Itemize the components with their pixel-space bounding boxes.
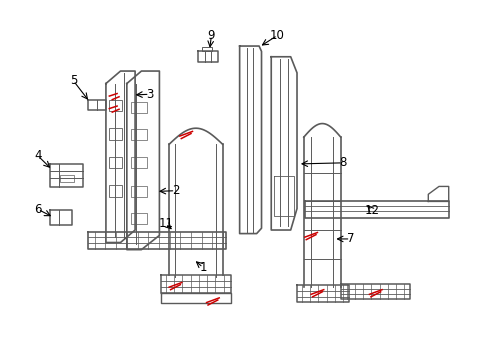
Text: 9: 9 bbox=[207, 29, 215, 42]
Bar bbox=[131, 186, 146, 197]
Bar bbox=[131, 157, 146, 168]
Bar bbox=[109, 128, 122, 140]
Bar bbox=[131, 129, 146, 140]
Bar bbox=[109, 100, 122, 111]
Text: 4: 4 bbox=[34, 149, 41, 162]
Text: 5: 5 bbox=[69, 74, 77, 87]
Text: 2: 2 bbox=[171, 184, 179, 197]
Text: 6: 6 bbox=[34, 203, 41, 216]
Bar bbox=[131, 102, 146, 113]
Text: 3: 3 bbox=[146, 88, 153, 101]
Text: 7: 7 bbox=[346, 233, 353, 246]
Bar bbox=[202, 47, 211, 51]
Bar bbox=[109, 185, 122, 197]
Text: 11: 11 bbox=[158, 217, 173, 230]
Text: 10: 10 bbox=[269, 29, 285, 42]
Bar bbox=[109, 157, 122, 168]
Text: 8: 8 bbox=[338, 156, 346, 169]
Bar bbox=[131, 213, 146, 224]
Text: 1: 1 bbox=[199, 261, 206, 274]
Bar bbox=[60, 175, 74, 182]
Text: 12: 12 bbox=[364, 204, 379, 217]
